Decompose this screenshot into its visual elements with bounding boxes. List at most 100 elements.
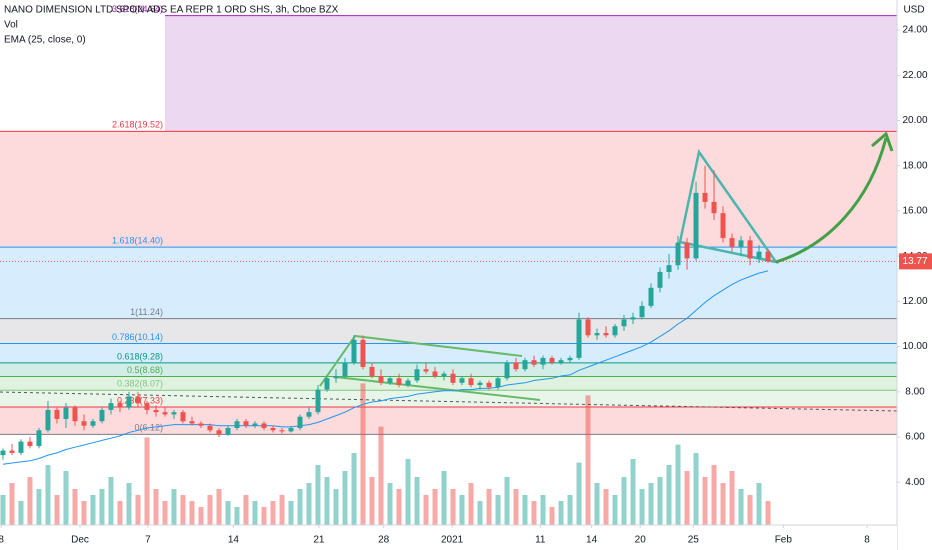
- candle-body: [90, 421, 96, 426]
- volume-bar: [189, 501, 195, 525]
- volume-bar: [621, 477, 627, 525]
- candle-body: [549, 357, 555, 363]
- volume-bar: [270, 501, 276, 525]
- candle-body: [396, 378, 402, 386]
- volume-bar: [153, 489, 159, 525]
- candle-body: [720, 213, 726, 239]
- candle-body: [351, 339, 357, 363]
- fib-band: [0, 406, 897, 435]
- volume-bar: [693, 453, 699, 525]
- candle-body: [279, 430, 285, 432]
- volume-bar: [216, 489, 222, 525]
- candle-body: [693, 192, 699, 259]
- volume-bar: [234, 507, 240, 525]
- candle-body: [675, 242, 681, 266]
- x-tick-label: Dec: [71, 535, 89, 546]
- candle-body: [450, 373, 456, 383]
- y-tick-label: 22.00: [902, 70, 927, 81]
- candle-body: [441, 373, 447, 377]
- candle-body: [333, 376, 339, 379]
- candle-body: [684, 242, 690, 259]
- candle-body: [54, 409, 60, 419]
- volume-bar: [558, 501, 564, 525]
- y-tick-label: 24.00: [902, 25, 927, 36]
- volume-bar: [99, 489, 105, 525]
- candle-body: [432, 371, 438, 377]
- candle-body: [18, 441, 24, 453]
- volume-bar: [18, 501, 24, 525]
- volume-bar: [594, 483, 600, 525]
- candle-body: [0, 450, 6, 456]
- candle-body: [162, 412, 168, 415]
- volume-bar: [540, 495, 546, 525]
- candle-body: [198, 423, 204, 426]
- volume-bar: [135, 495, 141, 525]
- y-tick-label: 20.00: [902, 115, 927, 126]
- candle-body: [387, 378, 393, 383]
- volume-bar: [378, 426, 384, 525]
- candle-body: [414, 369, 420, 381]
- volume-bar: [639, 489, 645, 525]
- x-tick-label: 14: [228, 535, 240, 546]
- candle-body: [126, 396, 132, 408]
- volume-bar: [81, 501, 87, 525]
- x-tick-label: 28: [378, 535, 390, 546]
- volume-bar: [306, 483, 312, 525]
- volume-bar: [360, 383, 366, 525]
- volume-bar: [513, 489, 519, 525]
- volume-bar: [612, 495, 618, 525]
- volume-bar: [333, 489, 339, 525]
- volume-bar: [297, 489, 303, 525]
- y-tick-label: 16.00: [902, 206, 927, 217]
- volume-bar: [54, 495, 60, 525]
- volume-bar: [441, 471, 447, 525]
- volume-bar: [225, 501, 231, 525]
- volume-pane: [0, 383, 771, 525]
- volume-bar: [387, 483, 393, 525]
- drawings: [0, 131, 898, 412]
- candle-body: [576, 319, 582, 358]
- fib-band: [165, 15, 897, 132]
- candle-body: [369, 366, 375, 377]
- volume-bar: [414, 477, 420, 525]
- fib-band: [0, 343, 897, 363]
- volume-bar: [72, 489, 78, 525]
- candle-body: [171, 412, 177, 415]
- volume-bar: [765, 501, 771, 525]
- volume-bar: [315, 465, 321, 525]
- volume-bar: [432, 489, 438, 525]
- candle-body: [504, 362, 510, 379]
- candle-body: [594, 333, 600, 336]
- candle-body: [459, 378, 465, 383]
- fib-label: 1.618(14.40): [112, 236, 163, 246]
- volume-bar: [324, 477, 330, 525]
- volume-bar: [261, 507, 267, 525]
- volume-bar: [729, 471, 735, 525]
- candle-body: [486, 382, 492, 388]
- volume-bar: [666, 465, 672, 525]
- volume-bar: [243, 495, 249, 525]
- candle-body: [45, 409, 51, 431]
- volume-bar: [468, 483, 474, 525]
- candle-body: [702, 192, 708, 202]
- candle-body: [711, 201, 717, 214]
- x-tick-label: 21: [313, 535, 325, 546]
- y-tick-label: 8.00: [905, 386, 925, 397]
- price-axis-bg: [897, 0, 932, 550]
- candle-body: [477, 382, 483, 386]
- candle-body: [360, 339, 366, 367]
- volume-bar: [0, 495, 6, 525]
- x-tick-label: 8: [0, 535, 4, 546]
- candle-body: [585, 319, 591, 336]
- candle-body: [567, 357, 573, 361]
- volume-bar: [279, 495, 285, 525]
- volume-bar: [342, 471, 348, 525]
- x-tick-label: 2021: [441, 535, 464, 546]
- volume-bar: [603, 489, 609, 525]
- volume-legend: Vol: [4, 20, 18, 31]
- candle-body: [315, 389, 321, 413]
- fib-label: 0.618(9.28): [117, 351, 163, 361]
- volume-bar: [675, 444, 681, 525]
- volume-bar: [567, 495, 573, 525]
